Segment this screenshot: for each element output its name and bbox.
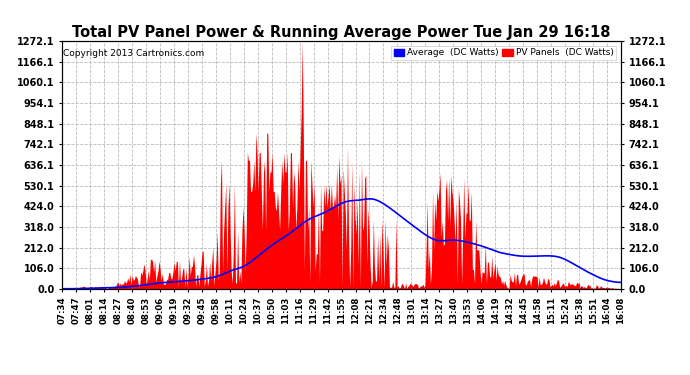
Text: Copyright 2013 Cartronics.com: Copyright 2013 Cartronics.com [63, 49, 204, 58]
Title: Total PV Panel Power & Running Average Power Tue Jan 29 16:18: Total PV Panel Power & Running Average P… [72, 25, 611, 40]
Legend: Average  (DC Watts), PV Panels  (DC Watts): Average (DC Watts), PV Panels (DC Watts) [391, 46, 616, 60]
